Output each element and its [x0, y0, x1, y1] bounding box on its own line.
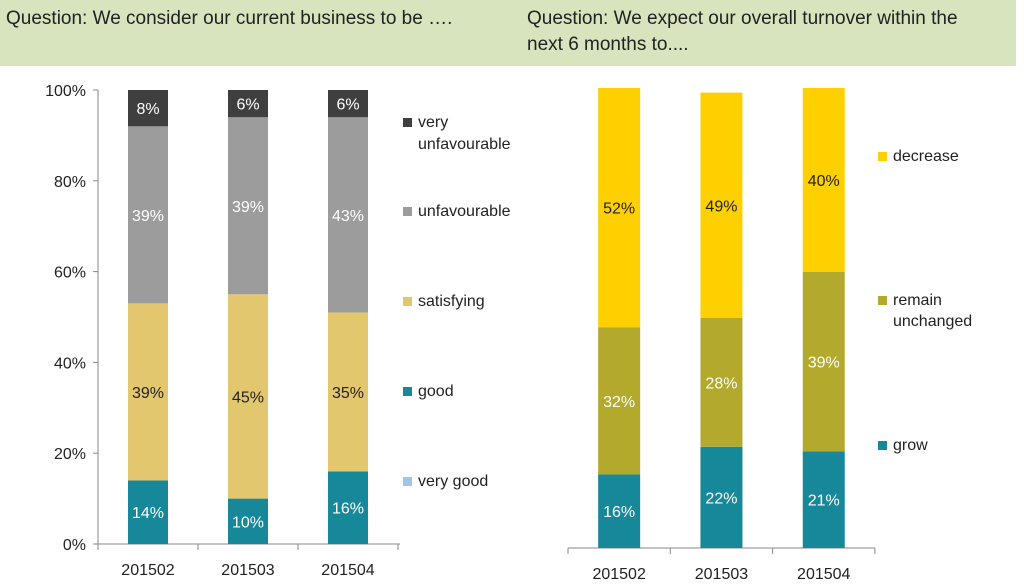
right-data-label: 21%	[808, 493, 840, 510]
left-y-tick-label: 40%	[54, 355, 86, 372]
left-data-label: 6%	[336, 97, 359, 114]
right-bar-grow-201503	[700, 446, 743, 548]
right-x-tick-label: 201504	[797, 566, 850, 583]
left-bar-satisfying-201504	[328, 312, 368, 472]
right-bar-remain-unchanged-201503	[700, 318, 743, 447]
right-data-label: 32%	[603, 394, 635, 411]
right-data-label: 16%	[603, 504, 635, 521]
left-bar-very-unfavourable-201504	[328, 90, 368, 118]
left-data-label: 39%	[132, 385, 164, 402]
left-legend-swatch	[403, 477, 412, 486]
right-bar-decrease-201502	[598, 88, 641, 328]
left-y-tick-label: 60%	[54, 265, 86, 282]
left-legend-label: satisfying	[418, 293, 485, 310]
left-data-label: 8%	[136, 101, 159, 118]
left-legend-swatch	[403, 118, 412, 127]
right-bar-decrease-201503	[700, 92, 743, 318]
left-data-label: 6%	[236, 97, 259, 114]
left-y-tick-label: 0%	[63, 537, 86, 554]
left-legend-label: very unfavourable	[418, 114, 511, 153]
right-x-tick-label: 201503	[695, 566, 748, 583]
right-data-label: 40%	[808, 173, 840, 190]
left-data-label: 14%	[132, 505, 164, 522]
left-legend-label: very good	[418, 473, 488, 490]
right-bar-remain-unchanged-201504	[802, 272, 845, 452]
right-legend-swatch	[878, 441, 887, 450]
left-legend-swatch	[403, 207, 412, 216]
left-bar-very-unfavourable-201502	[128, 90, 168, 127]
left-y-tick-label: 20%	[54, 446, 86, 463]
right-bar-remain-unchanged-201502	[598, 327, 641, 475]
left-bar-satisfying-201503	[228, 294, 268, 499]
right-legend-label: remain unchanged	[893, 292, 972, 330]
left-data-label: 45%	[232, 389, 264, 406]
right-data-label: 49%	[705, 198, 737, 215]
left-legend-label: good	[418, 383, 454, 400]
right-x-tick-label: 201502	[592, 566, 645, 583]
left-data-label: 39%	[232, 199, 264, 216]
left-bar-good-201503	[228, 498, 268, 544]
right-data-label: 22%	[705, 490, 737, 507]
left-bar-good-201504	[328, 471, 368, 544]
right-legend-swatch	[878, 296, 887, 305]
right-bar-grow-201502	[598, 474, 641, 548]
left-bar-satisfying-201502	[128, 303, 168, 481]
left-x-tick-label: 201503	[221, 562, 274, 579]
right-legend-swatch	[878, 152, 887, 161]
right-bar-grow-201504	[802, 451, 845, 548]
left-data-label: 10%	[232, 514, 264, 531]
right-data-label: 39%	[808, 355, 840, 372]
right-legend-label: decrease	[893, 148, 959, 165]
right-data-label: 28%	[705, 375, 737, 392]
left-legend-swatch	[403, 387, 412, 396]
left-y-tick-label: 100%	[45, 83, 86, 100]
left-bar-good-201502	[128, 480, 168, 544]
left-data-label: 35%	[332, 385, 364, 402]
left-bar-very-unfavourable-201503	[228, 90, 268, 118]
right-bar-decrease-201504	[802, 88, 845, 272]
left-y-tick-label: 80%	[54, 174, 86, 191]
left-data-label: 43%	[332, 208, 364, 225]
left-legend-swatch	[403, 297, 412, 306]
left-x-tick-label: 201502	[121, 562, 174, 579]
left-data-label: 16%	[332, 501, 364, 518]
question-banner	[0, 0, 1016, 66]
right-legend-label: grow	[893, 437, 928, 454]
left-bar-unfavourable-201502	[128, 126, 168, 304]
right-question-title: Question: We expect our overall turnover…	[527, 8, 958, 55]
left-data-label: 39%	[132, 208, 164, 225]
left-bar-unfavourable-201504	[328, 117, 368, 313]
left-legend-label: unfavourable	[418, 203, 511, 220]
left-bar-unfavourable-201503	[228, 117, 268, 295]
right-data-label: 52%	[603, 201, 635, 218]
left-x-tick-label: 201504	[321, 562, 374, 579]
left-question-title: Question: We consider our current busine…	[6, 8, 453, 29]
